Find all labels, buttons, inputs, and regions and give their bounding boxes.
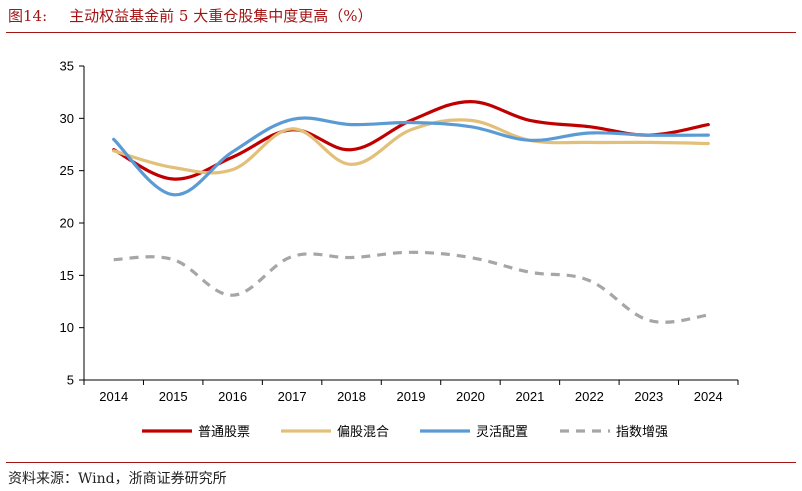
y-tick-label: 10 [60,320,74,335]
figure-footer: 资料来源：Wind，浙商证券研究所 [6,462,796,487]
x-tick-label: 2017 [278,389,307,404]
series-line-3 [112,116,710,197]
y-tick-label: 20 [60,216,74,231]
x-tick-label: 2020 [456,389,485,404]
chart-axes: 5 10 15 20 25 30 35 2014 2015 2016 2017 2018 2019 202… [60,59,739,404]
x-tick-label: 2016 [218,389,247,404]
x-tick-label: 2022 [575,389,604,404]
series-line-2 [112,118,710,175]
chart-series [112,100,710,324]
x-tick-label: 2014 [99,389,128,404]
y-tick-label: 15 [60,268,74,283]
legend-label-4: 指数增强 [616,425,668,440]
chart-legend: 普通股票 偏股混合 灵活配置 指数增强 [142,425,668,440]
x-tick-label: 2015 [159,389,188,404]
figure-number: 图14: [8,7,48,25]
legend-label-2: 偏股混合 [337,425,389,440]
x-tick-label: 2024 [694,389,723,404]
figure-title-text: 主动权益基金前 5 大重仓股集中度更高（%） [69,7,373,25]
x-tick-label: 2021 [515,389,544,404]
y-tick-label: 30 [60,111,74,126]
series-line-1 [112,100,710,181]
legend-label-3: 灵活配置 [476,425,528,440]
y-tick-label: 25 [60,163,74,178]
figure-title: 图14: 主动权益基金前 5 大重仓股集中度更高（%） [8,5,373,26]
legend-label-1: 普通股票 [198,425,250,440]
source-note: 资料来源：Wind，浙商证券研究所 [8,471,227,487]
figure-header: 图14: 主动权益基金前 5 大重仓股集中度更高（%） [6,0,796,33]
y-tick-label: 5 [67,373,74,388]
y-tick-label: 35 [60,59,74,74]
x-tick-label: 2019 [397,389,426,404]
x-tick-label: 2023 [634,389,663,404]
x-tick-label: 2018 [337,389,366,404]
series-line-4 [113,250,709,324]
